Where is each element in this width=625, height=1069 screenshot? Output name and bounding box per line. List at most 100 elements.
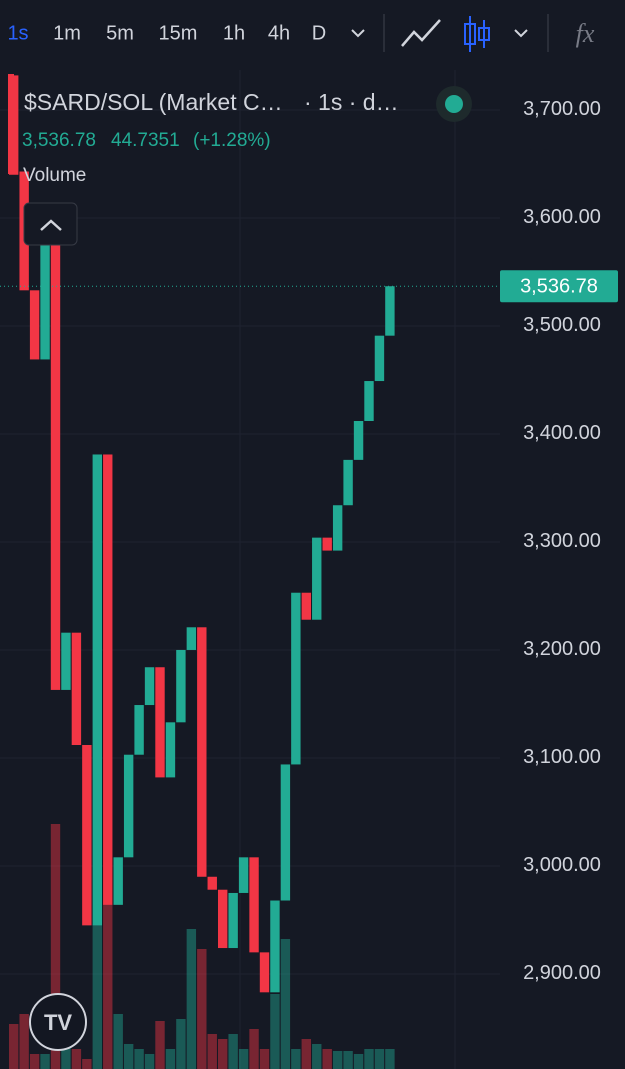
volume-bar (270, 994, 280, 1069)
candle-body (71, 632, 82, 745)
interval-button[interactable]: 1h (223, 22, 245, 44)
candle-body (385, 286, 395, 336)
volume-bar (249, 1029, 259, 1069)
candle-body (50, 244, 61, 690)
volume-bar (40, 1054, 50, 1069)
interval-button[interactable]: 4h (268, 22, 290, 44)
volume-bar (332, 1051, 343, 1069)
y-tick-label: 3,600.00 (523, 206, 601, 228)
y-tick-label: 3,300.00 (523, 530, 601, 552)
candle-body (332, 505, 343, 551)
candle-icon[interactable] (464, 16, 490, 52)
candle-body (123, 754, 134, 858)
volume-bar (123, 1044, 134, 1069)
logo-mark: TV (44, 1010, 72, 1035)
symbol[interactable]: $SARD/SOL (Market C… (24, 89, 283, 115)
volume-bar (207, 1034, 217, 1069)
candle-body (291, 592, 301, 765)
candle-body (186, 627, 197, 650)
volume-bar (259, 1049, 270, 1069)
volume-bar (155, 1021, 165, 1069)
candle-body (176, 649, 186, 723)
y-tick-label: 3,500.00 (523, 314, 601, 336)
candle-body (312, 537, 322, 620)
volume-bar (113, 1014, 123, 1069)
collapse-button[interactable] (23, 202, 78, 246)
change: 44.7351 (111, 130, 180, 151)
candle-body (343, 459, 353, 506)
indicators-icon[interactable]: fx (576, 19, 595, 48)
volume-bar (364, 1049, 374, 1069)
volume-bar (374, 1049, 385, 1069)
collapse-icon (40, 219, 62, 231)
candle-body (29, 290, 40, 360)
volume-bar (197, 949, 207, 1069)
candle-body (218, 889, 228, 949)
interval-button[interactable]: D (312, 22, 326, 44)
candle-body (280, 764, 291, 901)
volume-bar (228, 1034, 238, 1069)
volume-bar (9, 1024, 19, 1069)
volume-bar (385, 1049, 395, 1069)
candle-body (92, 454, 102, 926)
volume-bar (322, 1049, 332, 1069)
candle-body (155, 667, 165, 778)
volume-bar (29, 1054, 40, 1069)
edge (8, 74, 14, 174)
candle-body (165, 722, 176, 778)
candle-body (82, 745, 92, 926)
y-tick-label: 3,400.00 (523, 422, 601, 444)
volume-bar (218, 1039, 228, 1069)
volume-bar (238, 1049, 249, 1069)
y-tick-label: 3,000.00 (523, 854, 601, 876)
volume-bar (103, 904, 113, 1069)
volume-bar (343, 1051, 353, 1069)
candle-body (249, 857, 259, 953)
market-status[interactable] (445, 95, 463, 113)
volume-bar (165, 1049, 176, 1069)
candle-body (61, 632, 71, 690)
interval-button[interactable]: 5m (106, 22, 134, 44)
candle-body (301, 592, 311, 620)
tradingview-logo[interactable] (29, 993, 87, 1051)
chart-type-dropdown[interactable] (514, 29, 528, 38)
volume-bar (353, 1054, 364, 1069)
candle-body (353, 421, 364, 460)
line-chart-icon[interactable] (401, 19, 441, 47)
price: 3,536.78 (22, 130, 96, 151)
volume-bar (301, 1039, 311, 1069)
volume-bar (176, 1019, 186, 1069)
volume-bar (312, 1044, 322, 1069)
candle-body (374, 335, 385, 382)
interval-button[interactable]: 1s (7, 22, 28, 44)
interval-meta: · 1s · d… (304, 89, 399, 115)
candle-body (144, 667, 155, 706)
candle-body (238, 857, 249, 893)
volume-bar (92, 924, 102, 1069)
volume-bar (134, 1049, 144, 1069)
candle-body (113, 857, 123, 905)
candle-body (103, 454, 113, 905)
interval-button[interactable]: 15m (159, 22, 198, 44)
candle-body (40, 244, 50, 360)
candle-body (259, 952, 270, 993)
volume-bar (50, 824, 61, 1069)
candle-body (207, 876, 217, 890)
candle-body (134, 705, 144, 755)
volume-label: Volume (23, 165, 86, 186)
y-tick-label: 3,200.00 (523, 638, 601, 660)
interval-button[interactable]: 1m (53, 22, 81, 44)
volume-bar (71, 1049, 82, 1069)
volume-bar (82, 1059, 92, 1069)
last-price-label: 3,536.78 (520, 276, 598, 298)
candle-body (322, 537, 332, 551)
y-tick-label: 2,900.00 (523, 962, 601, 984)
toolbar (0, 0, 625, 66)
y-tick-label: 3,700.00 (523, 98, 601, 120)
candle-body (364, 381, 374, 421)
interval-dropdown[interactable] (351, 29, 365, 38)
candle-body (197, 627, 207, 877)
volume-bar (186, 929, 197, 1069)
y-tick-label: 3,100.00 (523, 746, 601, 768)
